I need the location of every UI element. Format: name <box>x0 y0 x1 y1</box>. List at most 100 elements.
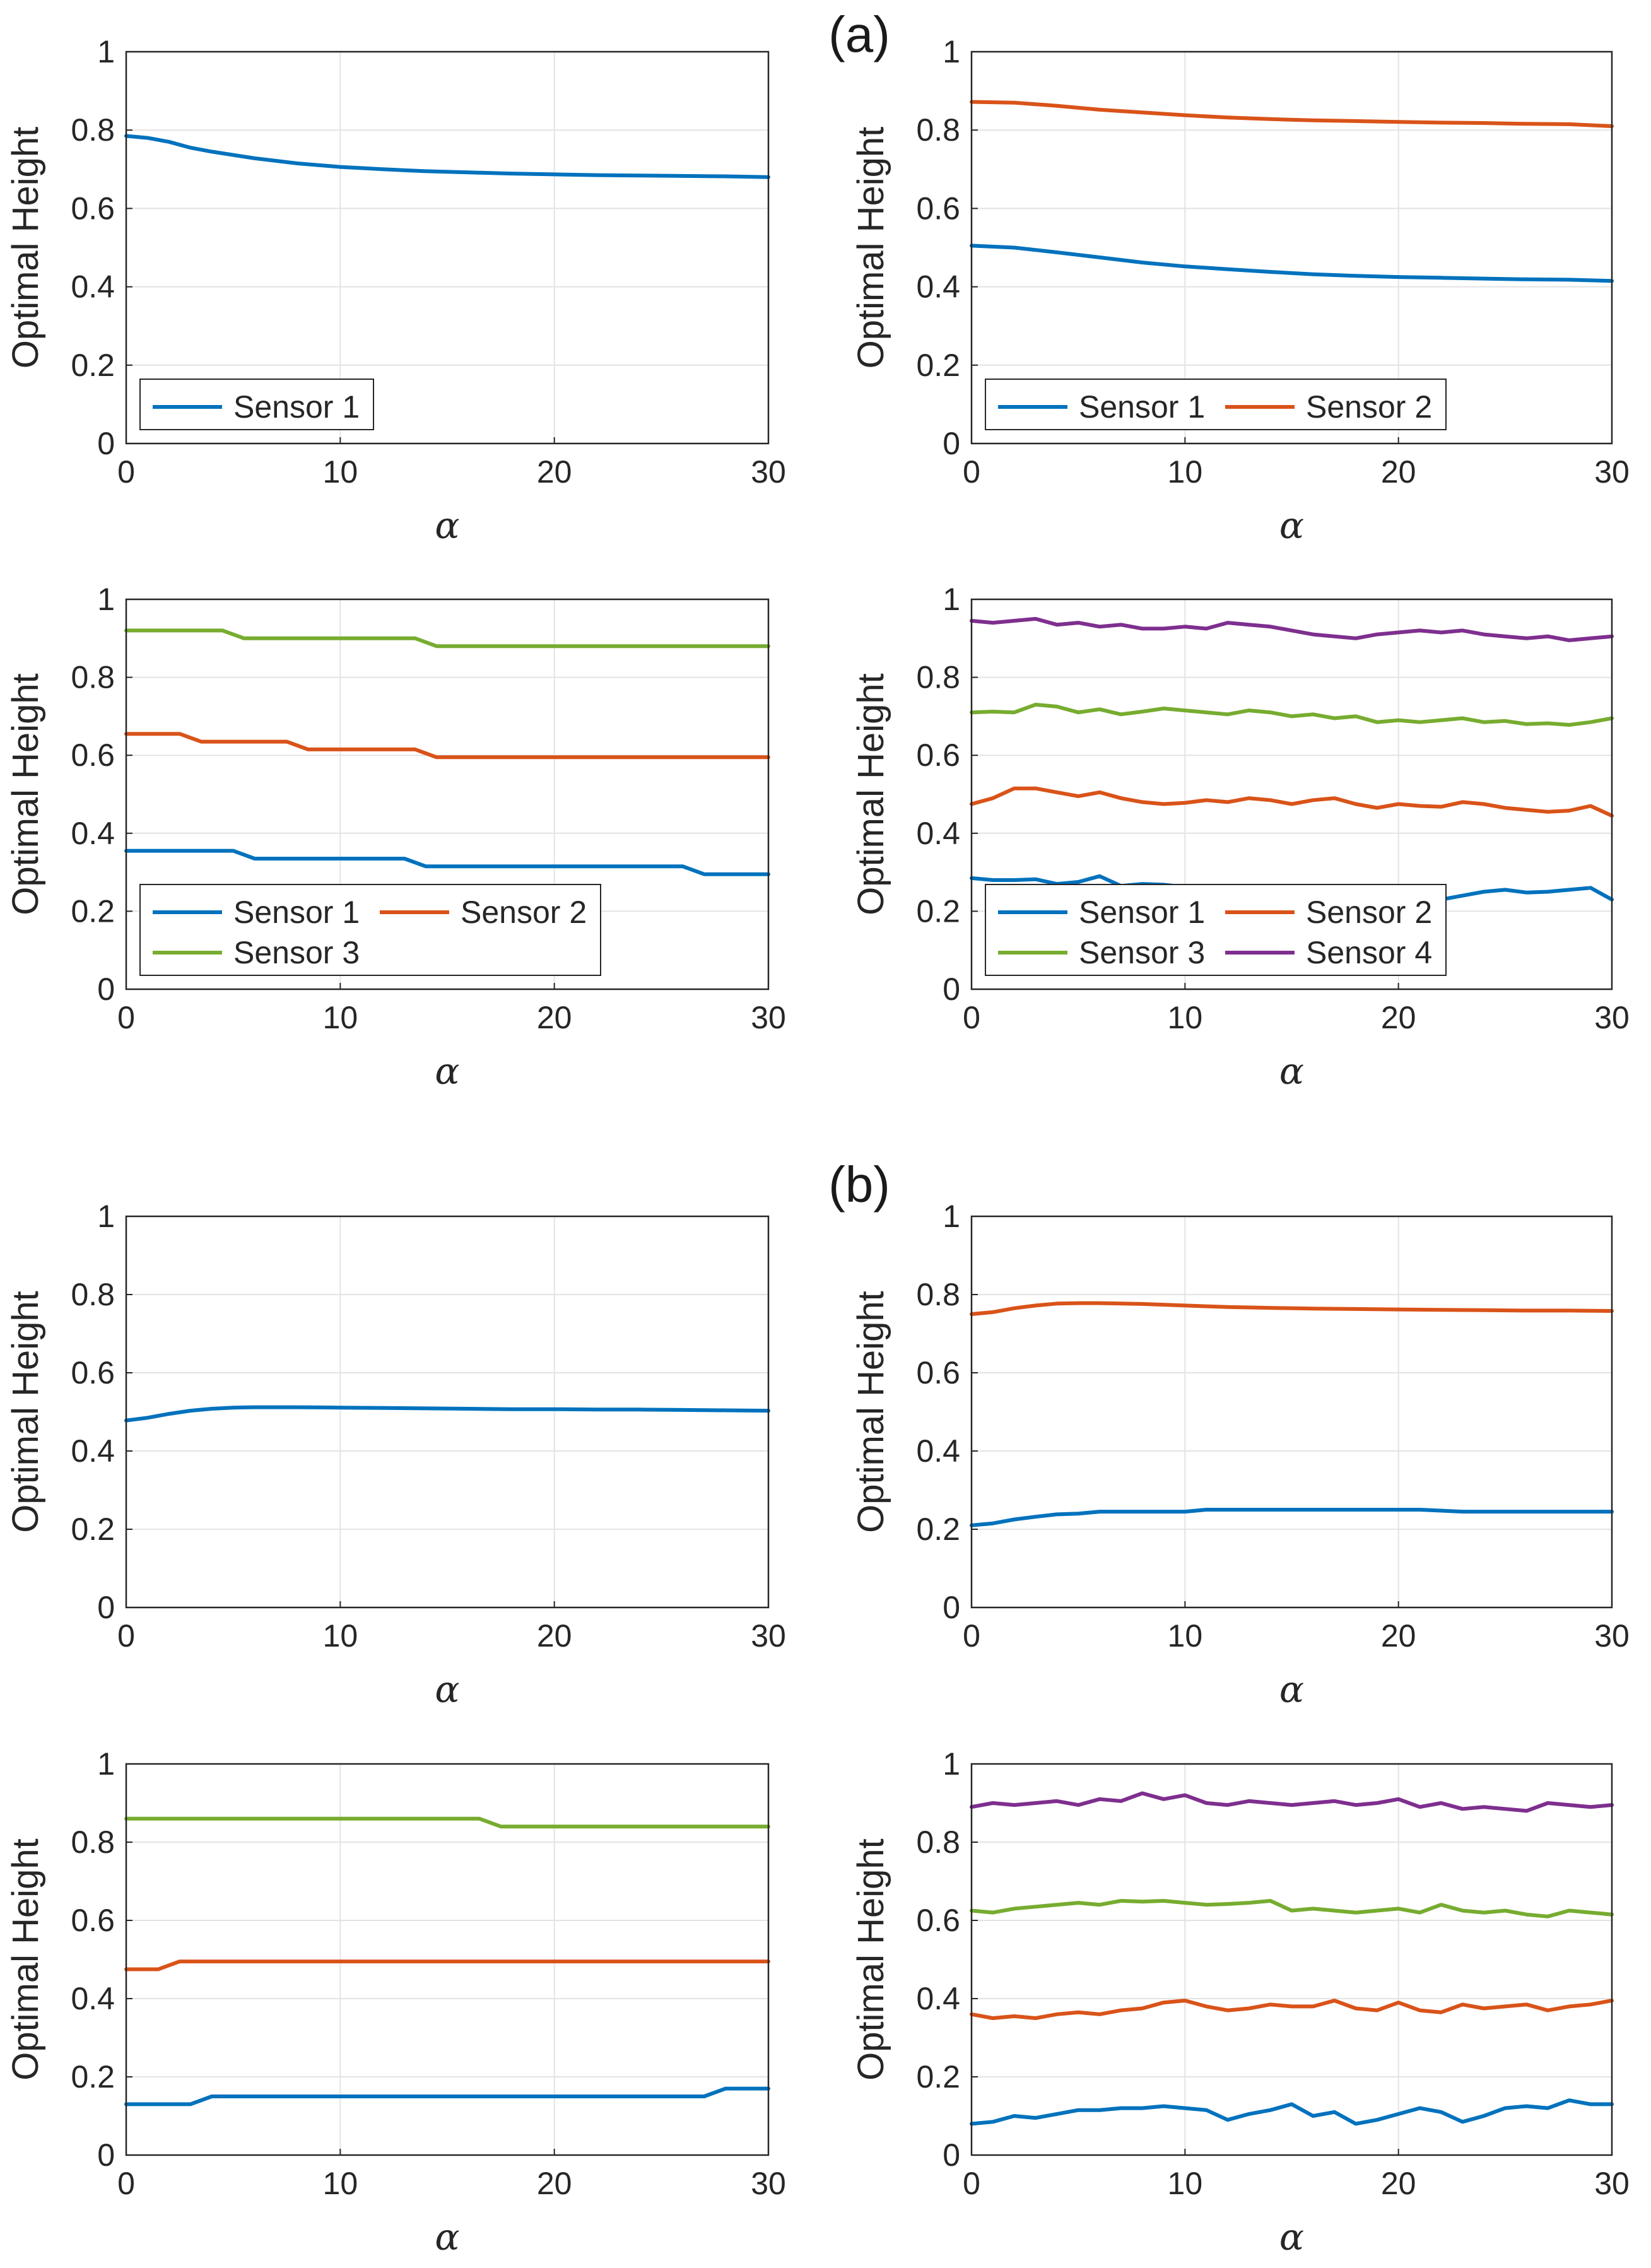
x-axis-label: α <box>1279 504 1304 547</box>
y-tick-label: 0 <box>97 2137 115 2173</box>
x-tick-label: 10 <box>323 1000 358 1035</box>
legend: Sensor 1 Sensor 2 Sensor 3 <box>139 884 601 976</box>
y-tick-label: 0.6 <box>916 1355 960 1390</box>
y-tick-label: 0.4 <box>71 1433 115 1469</box>
x-axis-label: α <box>435 504 459 547</box>
x-axis-label: α <box>435 1668 459 1711</box>
legend-box <box>139 379 374 430</box>
series-line-sensor-3 <box>970 1899 1614 1918</box>
x-tick-label: 30 <box>751 1618 786 1654</box>
y-tick-label: 0.8 <box>71 1824 115 1860</box>
x-tick-label: 0 <box>963 1618 980 1654</box>
x-tick-label: 20 <box>537 454 572 490</box>
x-tick-label: 30 <box>1594 2166 1630 2201</box>
y-axis-label: Optimal Height <box>850 673 891 915</box>
series-line-sensor-3 <box>124 628 770 649</box>
axes-frame <box>970 1763 1613 2156</box>
axes-frame <box>125 598 770 990</box>
legend-label: Sensor 2 <box>1306 895 1432 930</box>
legend: Sensor 1 Sensor 2 Sensor 3 Sensor 4 <box>985 884 1447 976</box>
x-tick-label: 0 <box>117 454 135 490</box>
y-axis-label: Optimal Height <box>5 1838 46 2081</box>
x-tick-label: 30 <box>1594 1618 1630 1654</box>
series-line-sensor-2 <box>124 732 770 760</box>
x-tick-label: 30 <box>1594 454 1630 490</box>
y-tick-label: 0 <box>97 1590 115 1625</box>
x-tick-label: 20 <box>1381 1618 1416 1654</box>
y-tick-label: 0.6 <box>916 191 960 226</box>
series-line-sensor-1 <box>970 244 1614 283</box>
x-tick-label: 20 <box>537 1618 572 1654</box>
legend-box <box>985 379 1447 430</box>
y-tick-label: 0.2 <box>916 2059 960 2095</box>
axes-background <box>126 52 768 444</box>
x-tick-label: 10 <box>323 2166 358 2201</box>
x-tick-label: 0 <box>117 2166 135 2201</box>
y-tick-label: 0.4 <box>916 1981 960 2016</box>
y-tick-label: 0 <box>97 972 115 1007</box>
x-axis-label: α <box>1279 1050 1304 1093</box>
x-tick-label: 10 <box>1168 1618 1203 1654</box>
x-tick-label: 0 <box>117 1000 135 1035</box>
axes-background <box>126 1216 768 1607</box>
y-tick-label: 0.8 <box>916 1824 960 1860</box>
series-line-sensor-4 <box>970 616 1614 642</box>
series-line-sensor-1 <box>124 2086 770 2106</box>
series-line-sensor-2 <box>970 1301 1614 1316</box>
y-tick-label: 0.8 <box>71 660 115 695</box>
y-tick-label: 0 <box>97 426 115 461</box>
panel-label-b: (b) <box>828 1156 890 1213</box>
x-tick-label: 30 <box>1594 1000 1630 1035</box>
y-tick-label: 0.8 <box>71 1277 115 1312</box>
series-line-sensor-2 <box>970 100 1614 128</box>
y-tick-label: 0.6 <box>71 737 115 773</box>
axes-frame <box>970 1215 1613 1609</box>
axes-frame <box>125 1215 770 1609</box>
y-tick-label: 1 <box>97 34 115 69</box>
y-tick-label: 0.2 <box>71 1512 115 1547</box>
y-tick-label: 0 <box>943 972 960 1007</box>
x-tick-label: 10 <box>1168 454 1203 490</box>
y-axis-label: Optimal Height <box>5 673 46 915</box>
y-tick-label: 0.4 <box>71 816 115 851</box>
x-tick-label: 20 <box>1381 454 1416 490</box>
x-tick-label: 0 <box>963 2166 980 2201</box>
y-tick-label: 0.4 <box>916 269 960 305</box>
x-tick-label: 10 <box>323 1618 358 1654</box>
y-tick-label: 1 <box>943 1746 960 1782</box>
axes-frame <box>970 598 1613 990</box>
x-tick-label: 10 <box>1168 2166 1203 2201</box>
chart-a-middle-right: 0 10 20 30 0 0.2 0.4 0.6 0.8 1 α Optimal Height Sens… <box>850 582 1630 1093</box>
panel-label-a: (a) <box>828 6 890 62</box>
y-tick-label: 0.8 <box>71 112 115 148</box>
chart-a-top-left: 0 10 20 30 0 0.2 0.4 0.6 0.8 1 α Optimal Height Sens… <box>5 34 786 547</box>
y-tick-label: 0.6 <box>71 191 115 226</box>
y-tick-label: 0.4 <box>71 1981 115 2016</box>
axes-background <box>972 52 1612 444</box>
y-tick-label: 0.8 <box>916 1277 960 1312</box>
y-tick-label: 0.2 <box>71 2059 115 2095</box>
y-tick-label: 0 <box>943 2137 960 2173</box>
y-tick-label: 0.6 <box>71 1903 115 1938</box>
x-tick-label: 0 <box>117 1618 135 1654</box>
y-tick-label: 0.2 <box>916 1512 960 1547</box>
y-axis-label: Optimal Height <box>850 1291 891 1533</box>
y-tick-label: 0.2 <box>71 348 115 383</box>
series-line-sensor-2 <box>970 1999 1614 2020</box>
y-tick-label: 0.6 <box>916 737 960 773</box>
series-line-sensor-1 <box>124 849 770 876</box>
chart-b-bottom-right: 0 10 20 30 0 0.2 0.4 0.6 0.8 1 α Optimal Height <box>850 1746 1630 2259</box>
y-tick-label: 0.4 <box>916 816 960 851</box>
y-tick-label: 1 <box>97 1199 115 1234</box>
axes-frame <box>125 50 770 445</box>
series-line-sensor-4 <box>970 1791 1614 1813</box>
x-tick-label: 0 <box>963 1000 980 1035</box>
legend-label: Sensor 2 <box>1306 389 1432 425</box>
y-tick-label: 0.6 <box>71 1355 115 1390</box>
y-tick-label: 0 <box>943 426 960 461</box>
axes-background <box>972 1764 1612 2155</box>
x-tick-label: 30 <box>751 1000 786 1035</box>
axes-background <box>126 1764 768 2155</box>
